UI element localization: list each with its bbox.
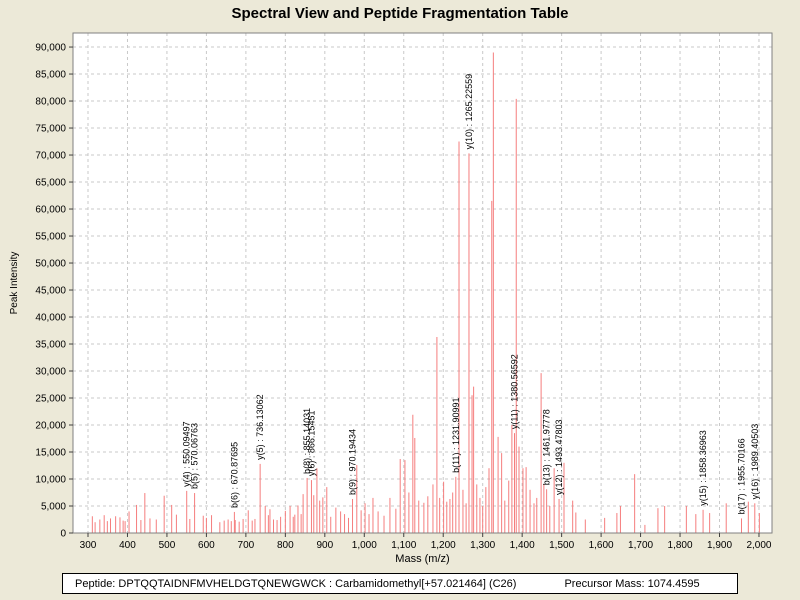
peak-annotation: y(15) : 1858.36963 <box>698 430 708 506</box>
peptide-label: Peptide: DPTQQTAIDNFMVHELDGTQNEWGWCK : C… <box>75 577 517 590</box>
y-tick-label: 65,000 <box>35 178 66 189</box>
y-tick-label: 20,000 <box>35 421 66 432</box>
y-tick-label: 80,000 <box>35 97 66 108</box>
y-tick-label: 45,000 <box>35 286 66 297</box>
x-tick-label: 1,200 <box>431 540 456 551</box>
y-tick-label: 70,000 <box>35 151 66 162</box>
x-tick-label: 1,500 <box>549 540 574 551</box>
peak-annotation: b(8) : 855.14031 <box>302 408 312 474</box>
peak-annotation: b(5) : 570.06763 <box>190 423 200 489</box>
y-axis-label: Peak Intensity <box>9 252 20 315</box>
x-tick-label: 300 <box>80 540 97 551</box>
peak-annotation: y(5) : 736.13062 <box>255 394 265 460</box>
peak-annotation: b(6) : 670.87695 <box>229 442 239 508</box>
y-tick-label: 50,000 <box>35 259 66 270</box>
precursor-mass-label: Precursor Mass: 1074.4595 <box>564 577 700 590</box>
x-tick-label: 1,700 <box>628 540 653 551</box>
y-tick-label: 90,000 <box>35 43 66 54</box>
y-tick-label: 40,000 <box>35 313 66 324</box>
y-tick-label: 85,000 <box>35 70 66 81</box>
y-tick-label: 55,000 <box>35 232 66 243</box>
peak-annotation: y(6) : 866.15451 <box>306 411 316 477</box>
x-tick-label: 1,800 <box>668 540 693 551</box>
plot-area <box>73 33 772 533</box>
x-tick-label: 600 <box>198 540 215 551</box>
x-tick-label: 500 <box>159 540 176 551</box>
peptide-info-bar: Peptide: DPTQQTAIDNFMVHELDGTQNEWGWCK : C… <box>62 573 738 594</box>
x-axis-label: Mass (m/z) <box>395 553 449 565</box>
y-tick-label: 15,000 <box>35 448 66 459</box>
x-tick-label: 2,000 <box>746 540 771 551</box>
x-tick-label: 800 <box>277 540 294 551</box>
x-tick-label: 1,900 <box>707 540 732 551</box>
x-tick-label: 1,600 <box>589 540 614 551</box>
x-tick-label: 1,100 <box>391 540 416 551</box>
y-tick-label: 5,000 <box>41 502 66 513</box>
peak-annotation: b(13) : 1461.97778 <box>542 409 552 485</box>
plot-border <box>72 32 773 534</box>
y-tick-label: 10,000 <box>35 475 66 486</box>
peak-annotation: y(10) : 1265.22559 <box>464 74 474 150</box>
x-tick-label: 900 <box>316 540 333 551</box>
peak-annotation: b(17) : 1955.70166 <box>736 438 746 514</box>
y-tick-label: 0 <box>60 529 66 540</box>
peak-annotation: y(11) : 1380.56592 <box>509 354 519 429</box>
x-tick-label: 700 <box>238 540 255 551</box>
peak-annotation: y(12) : 1493.47803 <box>554 419 564 495</box>
y-tick-label: 35,000 <box>35 340 66 351</box>
x-tick-label: 1,400 <box>510 540 535 551</box>
page-title: Spectral View and Peptide Fragmentation … <box>231 5 569 22</box>
peak-annotation: y(4) : 550.09497 <box>182 421 192 487</box>
x-tick-label: 1,000 <box>352 540 377 551</box>
y-tick-label: 75,000 <box>35 124 66 135</box>
peak-annotation: b(9) : 970.19434 <box>348 429 358 495</box>
peak-annotation: b(11) : 1231.90991 <box>451 397 461 472</box>
x-tick-label: 400 <box>119 540 136 551</box>
peak-annotation: y(16) : 1989.40503 <box>750 424 760 500</box>
y-tick-label: 60,000 <box>35 205 66 216</box>
y-tick-label: 30,000 <box>35 367 66 378</box>
y-tick-label: 25,000 <box>35 394 66 405</box>
x-tick-label: 1,300 <box>470 540 495 551</box>
